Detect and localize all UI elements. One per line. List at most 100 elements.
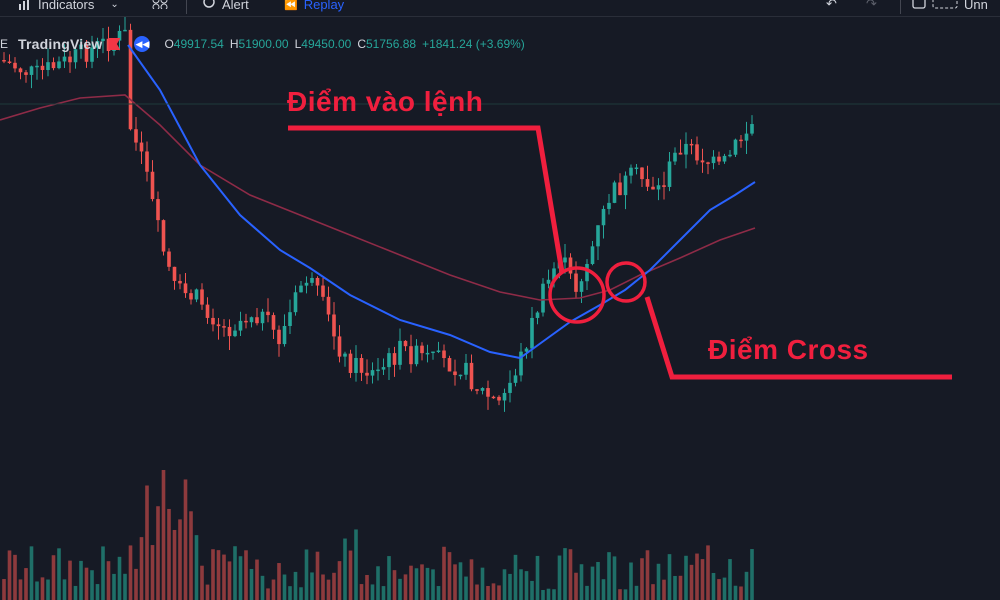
volume-bar xyxy=(629,562,633,600)
close-label: C xyxy=(357,37,366,51)
open-value: 49917.54 xyxy=(173,37,224,51)
candle-body xyxy=(95,41,100,48)
candle-body xyxy=(420,345,424,354)
volume-bar xyxy=(596,561,600,600)
volume-bar xyxy=(414,568,419,600)
volume-bar xyxy=(706,545,710,600)
candle-body xyxy=(304,282,309,286)
entry-circle xyxy=(548,266,606,324)
ma-fast-line xyxy=(127,44,756,360)
volume-bar xyxy=(145,485,149,600)
entry-annotation: Điểm vào lệnh xyxy=(287,86,484,117)
volume-bar xyxy=(475,584,479,600)
volume-bar xyxy=(161,470,166,600)
layout-button[interactable] xyxy=(152,0,168,12)
candle-body xyxy=(475,389,479,391)
volume-bar xyxy=(513,554,518,600)
volume-bar xyxy=(535,555,540,600)
volume-bar xyxy=(524,571,529,600)
volume-bar xyxy=(634,585,639,600)
candle-body xyxy=(332,314,336,337)
brand-label: TradingView xyxy=(18,36,103,52)
flag-icon[interactable] xyxy=(108,38,121,50)
high-label: H xyxy=(229,37,239,51)
volume-bar xyxy=(574,572,578,600)
volume-bar xyxy=(343,538,347,600)
candle-body xyxy=(62,56,67,62)
volume-bar xyxy=(497,585,501,600)
candle-body xyxy=(299,285,303,293)
candle-body xyxy=(183,283,188,294)
redo-button[interactable]: ↷ xyxy=(866,0,877,12)
candle-body xyxy=(73,49,78,63)
alert-button[interactable]: Alert xyxy=(202,0,249,12)
volume-bar xyxy=(464,576,468,600)
indicators-button[interactable]: Indicators ⌄ xyxy=(18,0,119,12)
candle-body xyxy=(24,72,28,75)
volume-bar xyxy=(172,529,177,600)
candle-body xyxy=(13,62,17,69)
candle-body xyxy=(579,281,584,292)
volume-bar xyxy=(678,575,683,600)
volume-bar xyxy=(194,535,199,600)
candle-body xyxy=(337,336,342,357)
candle-body xyxy=(629,167,633,176)
candle-body xyxy=(640,167,644,180)
candle-body xyxy=(205,304,210,318)
rewind-circle-icon[interactable]: ◀◀ xyxy=(134,36,151,52)
candle-body xyxy=(425,352,430,355)
candle-body xyxy=(255,317,259,324)
candle-body xyxy=(260,311,265,324)
volume-bar xyxy=(139,537,144,600)
candle-body xyxy=(359,358,364,373)
candle-body xyxy=(596,225,600,247)
cross-annotation: Điểm Cross xyxy=(708,334,869,365)
undo-button[interactable]: ↶ xyxy=(826,0,837,12)
candle-body xyxy=(486,388,490,397)
volume-bar xyxy=(590,566,595,600)
candle-body xyxy=(348,353,353,373)
candle-body xyxy=(315,277,320,286)
volume-bar xyxy=(546,588,551,600)
replay-button[interactable]: ⏪ Replay xyxy=(284,0,344,12)
symbol-info-bar: E TradingView ◀◀ O 49917.54 H 51900.00 L… xyxy=(0,34,525,54)
candle-body xyxy=(200,289,204,305)
candle-body xyxy=(354,358,358,373)
volume-bar xyxy=(51,555,56,600)
candle-body xyxy=(381,367,386,370)
candle-body xyxy=(370,370,375,376)
candle-body xyxy=(46,62,50,71)
layout-name-button[interactable]: Unn xyxy=(912,0,988,12)
top-toolbar: Indicators ⌄ Alert ⏪ Replay ↶ ↷ Unn xyxy=(0,0,1000,17)
candle-body xyxy=(189,293,193,300)
grid-icon xyxy=(152,0,168,12)
candle-body xyxy=(51,62,56,69)
volume-bar xyxy=(376,566,380,600)
volume-bar xyxy=(689,564,694,600)
candle-body xyxy=(172,266,177,281)
candle-body xyxy=(216,324,221,327)
candle-body xyxy=(612,182,617,203)
volume-bar xyxy=(381,586,386,600)
volume-bar xyxy=(502,569,507,600)
candle-body xyxy=(167,251,171,267)
volume-bar xyxy=(255,559,259,600)
candle-body xyxy=(90,47,94,62)
candle-body xyxy=(293,292,298,313)
candle-body xyxy=(733,139,738,155)
candle-body xyxy=(310,277,314,283)
candle-body xyxy=(249,317,254,323)
candle-body xyxy=(68,56,72,63)
volume-bar xyxy=(711,572,716,600)
alert-label: Alert xyxy=(222,0,249,12)
volume-bar xyxy=(337,561,342,600)
volume-bar xyxy=(645,550,650,600)
candle-body xyxy=(601,208,606,226)
volume-bar xyxy=(84,567,89,600)
candle-body xyxy=(2,60,6,62)
low-label: L xyxy=(294,37,302,51)
candle-body xyxy=(57,61,61,69)
candle-body xyxy=(700,160,705,163)
undo-icon: ↶ xyxy=(826,0,837,11)
